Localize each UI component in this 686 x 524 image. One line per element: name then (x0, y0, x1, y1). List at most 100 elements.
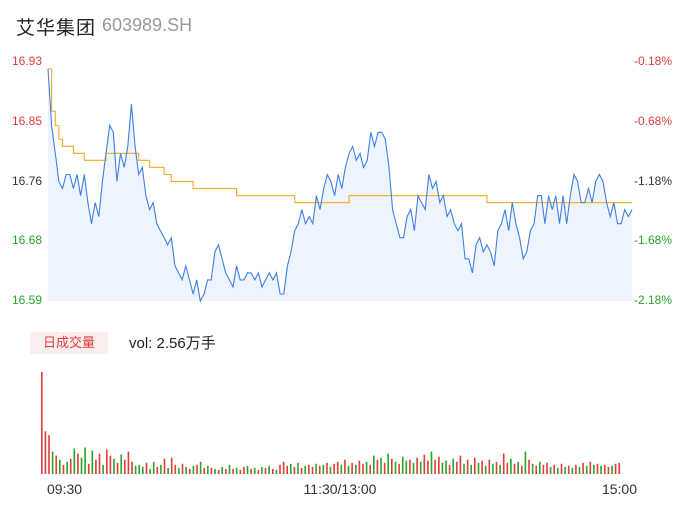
volume-bar (293, 466, 296, 474)
volume-bar (405, 460, 408, 474)
volume-bar (448, 464, 451, 474)
volume-bar (409, 459, 411, 474)
volume-bar (196, 464, 198, 474)
volume-bar (495, 461, 498, 474)
volume-bar (214, 468, 216, 474)
volume-bar (77, 453, 79, 474)
volume-bar (138, 464, 141, 474)
volume-bar (207, 465, 209, 474)
volume-bar (246, 465, 249, 474)
volume-bar (380, 457, 382, 474)
volume-bar (152, 461, 155, 474)
volume-bar (264, 467, 267, 474)
volume-bar (41, 372, 43, 474)
volume-bar (369, 464, 372, 474)
volume-bar (290, 463, 292, 474)
volume-bar (318, 465, 321, 474)
volume-bar (253, 467, 256, 474)
volume-bar (542, 464, 545, 474)
stock-code: 603989.SH (102, 15, 193, 35)
volume-bar (181, 463, 184, 474)
volume-bar (531, 463, 534, 474)
volume-tab[interactable]: 日成交量 (30, 332, 108, 354)
price-tick-label: 16.76 (12, 173, 43, 188)
volume-bar (127, 451, 130, 474)
volume-bar (311, 466, 314, 474)
volume-bar (66, 461, 68, 474)
volume-bar (567, 465, 570, 474)
volume-bar (398, 463, 400, 474)
volume-bar (560, 463, 563, 474)
volume-bar (607, 466, 610, 474)
volume-bar (243, 466, 245, 474)
volume-bar (564, 466, 566, 474)
volume-bar (430, 451, 433, 474)
volume-bar (344, 459, 346, 474)
volume-bar (506, 462, 509, 474)
volume-bar (387, 453, 390, 474)
volume-bar (116, 462, 119, 474)
volume-bar (170, 457, 173, 474)
volume-bar (441, 462, 444, 474)
volume-bar (481, 460, 483, 474)
volume-bar (48, 435, 50, 474)
stock-name: 艾华集团 (16, 18, 97, 39)
volume-bar (109, 455, 112, 474)
volume-bar (192, 465, 195, 474)
volume-bar (91, 450, 94, 474)
volume-bar (44, 431, 47, 474)
volume-bar (145, 462, 148, 474)
volume-bar (340, 464, 343, 474)
volume-bar (73, 448, 76, 474)
volume-bar (210, 467, 213, 474)
volume-bar (156, 466, 159, 474)
volume-bar (502, 453, 505, 474)
volume-bar (102, 464, 104, 474)
volume-bar (62, 464, 65, 474)
volume-bar (456, 461, 458, 474)
volume-bar (434, 459, 436, 474)
volume-bar (235, 467, 238, 474)
volume-bar (445, 460, 447, 474)
volume-bar (452, 458, 455, 474)
volume-bar (535, 465, 538, 474)
volume-bar (474, 457, 476, 474)
volume-bar (257, 469, 260, 474)
volume-bar (347, 465, 350, 474)
volume-bar (84, 447, 86, 474)
volume-bar (69, 458, 72, 474)
volume-bar (484, 465, 487, 474)
volume-bar (524, 451, 527, 474)
volume-bar (459, 455, 462, 474)
volume-bar (596, 463, 599, 474)
volume-bar (463, 463, 465, 474)
volume-bar (383, 462, 386, 474)
volume-bar (120, 454, 123, 474)
price-area-fill (48, 69, 632, 301)
volume-bar (178, 467, 180, 474)
volume-bar (87, 463, 90, 474)
volume-bar (604, 464, 606, 474)
volume-bar (167, 467, 169, 474)
volume-bar (589, 461, 592, 474)
time-tick-label: 09:30 (47, 481, 83, 497)
volume-bar (600, 465, 602, 474)
price-tick-label: 16.68 (12, 233, 43, 248)
volume-bar (611, 465, 613, 474)
volume-bar (488, 459, 491, 474)
volume-bar (333, 463, 335, 474)
volume-bar (142, 466, 144, 474)
percent-tick-label: -0.68% (633, 113, 672, 128)
volume-bar (329, 466, 332, 474)
price-tick-label: 16.59 (12, 293, 43, 307)
percent-tick-label: -0.18% (633, 54, 672, 68)
volume-bar (394, 461, 397, 474)
volume-bar (549, 466, 552, 474)
volume-bar (51, 451, 54, 474)
volume-bar (322, 464, 325, 474)
volume-bar (510, 458, 512, 474)
volume-bar (419, 461, 422, 474)
volume-bar (250, 468, 252, 474)
volume-bar (163, 458, 166, 474)
volume-bar (282, 461, 285, 474)
